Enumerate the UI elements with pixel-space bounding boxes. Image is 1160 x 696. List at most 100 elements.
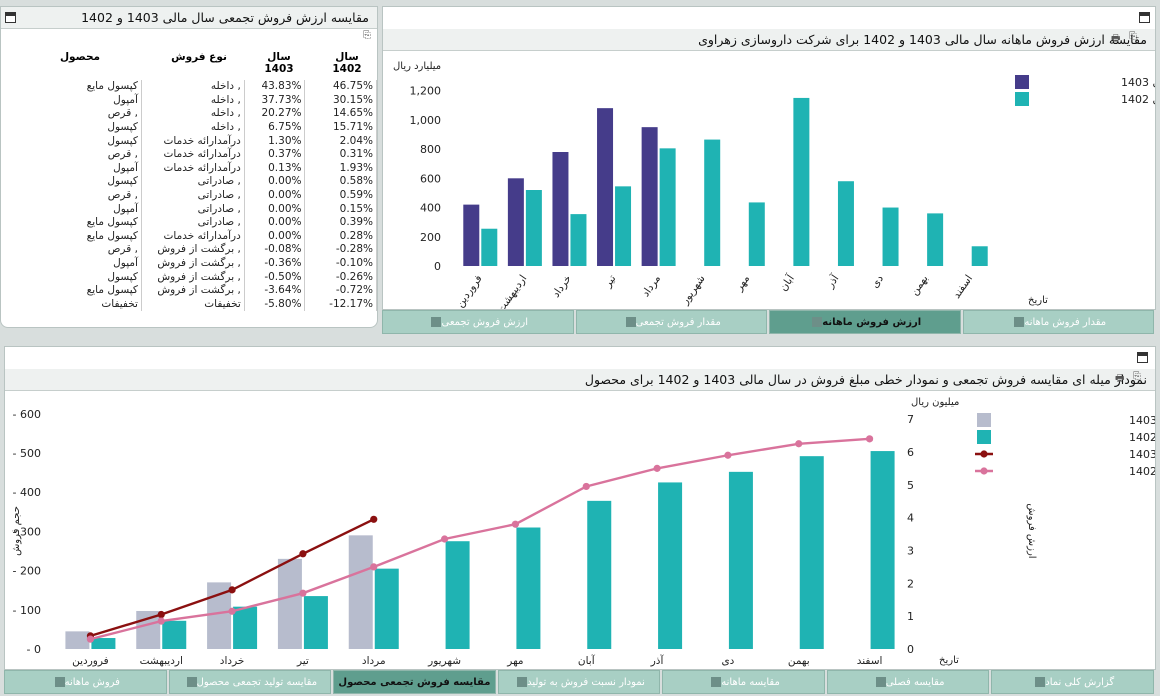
table-row: کپسول مایع داخله , 43.83% 46.75% — [1, 80, 377, 94]
bar-1403 — [641, 127, 658, 267]
cell-v1403: 37.73% — [244, 93, 306, 108]
cell-type: داخله , — [141, 120, 245, 135]
bar-1402 — [233, 606, 258, 649]
line-point — [440, 535, 449, 543]
y-tick-label: - 100 — [13, 604, 41, 617]
legend-swatch — [1015, 75, 1029, 89]
tab-1[interactable]: فروش ماهانه — [4, 670, 167, 694]
x-tick-label: شهریور — [427, 655, 461, 667]
cell-type: صادراتی , — [141, 202, 245, 216]
y-axis-unit: میلیارد ریال — [393, 61, 441, 72]
print-icon[interactable]: 🖶 — [1111, 33, 1121, 44]
x-tick-label: بهمن — [788, 655, 810, 667]
y-tick-label: - 300 — [13, 525, 41, 538]
y-tick-label: - 400 — [13, 486, 41, 499]
tab-3[interactable]: ارزش فروش ماهانه — [769, 310, 961, 334]
y2-tick-label: 0 — [907, 643, 914, 656]
chart-icon — [711, 677, 722, 687]
cell-v1402: 46.75% — [304, 80, 377, 94]
print-icon[interactable]: 🖶 — [1115, 373, 1125, 384]
x-axis-label: تاریخ — [1028, 295, 1048, 306]
cell-v1403: 0.00% — [244, 175, 306, 189]
bar-1402 — [525, 190, 542, 266]
tab-4[interactable]: نمودار نسبت فروش به تولید — [497, 670, 661, 694]
cell-product: قرص , — [1, 107, 142, 121]
maximize-icon[interactable] — [1137, 352, 1148, 363]
table-row: کپسول مایع درآمدارائه خدمات 0.00% 0.28% — [1, 229, 377, 244]
tab-label: مقایسه ماهانه — [721, 677, 780, 688]
export-icon[interactable]: ⎘ — [363, 30, 371, 41]
line-1402 — [90, 437, 870, 641]
bar-1403 — [277, 558, 302, 649]
cell-v1403: 1.30% — [244, 134, 306, 148]
export-icon[interactable]: ⎘ — [1133, 371, 1141, 382]
bar-1402 — [445, 541, 470, 649]
bar-1402 — [303, 596, 328, 649]
table-row: قرص , برگشت از فروش , -0.08% -0.28% — [1, 243, 377, 257]
cumulative-chart-title: نمودار میله ای مقایسه فروش تجمعی و نمودا… — [584, 372, 1147, 387]
y2-tick-label: 1 — [907, 610, 914, 623]
tab-4[interactable]: مقدار فروش ماهانه — [962, 310, 1154, 334]
cell-type: داخله , — [141, 80, 245, 94]
tab-2[interactable]: مقایسه تولید تجمعی محصول — [168, 670, 332, 694]
chart-icon — [186, 677, 197, 687]
cell-v1403: -0.50% — [244, 270, 306, 284]
tab-label: مقدار فروش ماهانه — [1024, 317, 1107, 328]
line-point — [86, 635, 95, 643]
x-tick-label: دی — [869, 273, 886, 291]
x-tick-label: آبان — [578, 654, 596, 667]
cell-v1403: -0.08% — [244, 243, 306, 257]
cell-v1403: -5.80% — [244, 297, 306, 312]
legend-label: ارزش فروش تجمعی 1403 — [1129, 448, 1155, 461]
x-tick-label: فروردین — [454, 273, 485, 309]
tab-1[interactable]: ارزش فروش تجمعی — [382, 310, 574, 334]
bar-1402 — [793, 97, 810, 266]
cell-v1402: -0.72% — [304, 283, 377, 298]
bar-1402 — [481, 228, 498, 266]
chart-icon — [875, 677, 886, 687]
tab-6[interactable]: مقایسه فصلی — [826, 670, 990, 694]
cell-type: صادراتی , — [141, 175, 245, 189]
cell-product: قرص , — [1, 243, 142, 257]
cell-v1403: 6.75% — [244, 120, 306, 135]
cell-product: قرص , — [1, 147, 142, 162]
cell-v1403: 0.13% — [244, 161, 306, 176]
maximize-icon[interactable] — [5, 12, 16, 23]
line-1403 — [90, 518, 375, 638]
tab-2[interactable]: مقدار فروش تجمعی — [575, 310, 767, 334]
cell-v1402: -0.26% — [304, 270, 377, 284]
y-tick-label: 200 — [420, 231, 441, 244]
tab-label: گزارش کلی نماد — [1045, 677, 1115, 688]
x-tick-label: خرداد — [220, 655, 245, 667]
monthly-chart: میلیارد ریال 0 200 400 600 800 1,000 1,200 فرورد… — [393, 61, 1155, 309]
cell-v1402: 30.15% — [304, 93, 377, 108]
chart-icon — [54, 677, 65, 687]
cell-v1402: 0.28% — [304, 229, 377, 244]
bar-1403 — [597, 108, 614, 267]
cell-v1402: 0.15% — [304, 202, 377, 216]
cell-v1402: 0.59% — [304, 188, 377, 203]
y-tick-label: 600 — [420, 172, 441, 185]
export-icon[interactable]: ⎘ — [1129, 31, 1137, 42]
tab-7[interactable]: گزارش کلی نماد — [991, 670, 1154, 694]
table-row: کپسول مایع برگشت از فروش , -3.64% -0.72% — [1, 283, 377, 298]
legend-label: حجم فروش تجمعی 1402 — [1129, 431, 1155, 444]
y-tick-label: 800 — [420, 143, 441, 156]
x-tick-label: فروردین — [72, 655, 109, 667]
y-tick-label: 1,200 — [410, 85, 442, 98]
table-row: کپسول مایع صادراتی , 0.00% 0.39% — [1, 215, 377, 230]
maximize-icon[interactable] — [1139, 12, 1150, 23]
tab-3[interactable]: مقایسه فروش تجمعی محصول — [333, 670, 496, 694]
chart-icon — [625, 317, 636, 327]
table-row: کپسول داخله , 6.75% 15.71% — [1, 120, 377, 135]
bar-1402 — [587, 500, 612, 649]
cell-type: داخله , — [141, 93, 245, 108]
x-tick-label: اردیبهشت — [495, 273, 530, 309]
table-row: قرص , صادراتی , 0.00% 0.59% — [1, 188, 377, 203]
line-point — [370, 563, 378, 571]
cell-v1402: 14.65% — [304, 107, 377, 121]
x-tick-label: شهریور — [678, 273, 707, 308]
tab-5[interactable]: مقایسه ماهانه — [662, 670, 825, 694]
table-row: کپسول برگشت از فروش , -0.50% -0.26% — [1, 270, 377, 284]
top-tab-bar: ارزش فروش تجمعی مقدار فروش تجمعی ارزش فروش… — [382, 310, 1156, 336]
